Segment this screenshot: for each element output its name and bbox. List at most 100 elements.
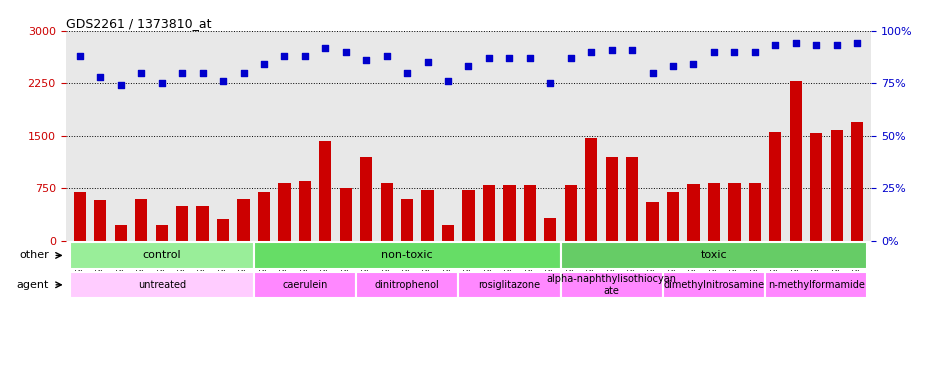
Text: toxic: toxic [700, 250, 726, 260]
Bar [727, 183, 739, 241]
Text: dinitrophenol: dinitrophenol [374, 280, 439, 290]
Bar [544, 218, 556, 241]
Bar [135, 199, 147, 241]
Text: caerulein: caerulein [282, 280, 328, 290]
Point [93, 74, 108, 80]
Point [706, 49, 721, 55]
Bar [666, 192, 679, 241]
Point [624, 46, 639, 53]
Text: rosiglitazone: rosiglitazone [478, 280, 540, 290]
Point [563, 55, 578, 61]
Bar [748, 183, 760, 241]
Point [297, 53, 312, 59]
Bar [339, 187, 352, 241]
Bar [197, 207, 209, 241]
Bar [625, 157, 637, 241]
FancyBboxPatch shape [458, 271, 560, 298]
Point [849, 40, 864, 46]
Bar [687, 184, 699, 241]
Bar [564, 185, 577, 241]
Point [747, 49, 762, 55]
Point [604, 46, 619, 53]
Text: control: control [142, 250, 181, 260]
Point [726, 49, 741, 55]
Bar [95, 200, 107, 241]
Point [787, 40, 802, 46]
Point [134, 70, 149, 76]
FancyBboxPatch shape [356, 271, 458, 298]
Point [215, 78, 230, 84]
Text: dimethylnitrosamine: dimethylnitrosamine [663, 280, 764, 290]
Bar [646, 202, 658, 241]
Bar [523, 185, 535, 241]
Bar [74, 192, 86, 241]
FancyBboxPatch shape [560, 271, 662, 298]
Text: agent: agent [17, 280, 50, 290]
Point [154, 80, 169, 86]
Text: GDS2261 / 1373810_at: GDS2261 / 1373810_at [66, 17, 211, 30]
Point [400, 70, 415, 76]
Bar [707, 183, 719, 241]
Point [195, 70, 210, 76]
Point [113, 82, 128, 88]
Point [338, 49, 353, 55]
Point [644, 70, 659, 76]
Bar [829, 130, 841, 241]
Bar [114, 225, 126, 241]
Point [440, 78, 455, 84]
Text: untreated: untreated [138, 280, 185, 290]
Point [317, 45, 332, 51]
Bar [442, 225, 454, 241]
Point [358, 57, 373, 63]
Bar [176, 207, 188, 241]
Bar [421, 190, 433, 241]
Bar [237, 199, 249, 241]
Bar [789, 81, 801, 241]
Point [277, 53, 292, 59]
Text: n-methylformamide: n-methylformamide [767, 280, 864, 290]
Point [828, 42, 843, 48]
Bar [584, 138, 597, 241]
Point [542, 80, 557, 86]
FancyBboxPatch shape [69, 271, 254, 298]
Text: alpha-naphthylisothiocyan
ate: alpha-naphthylisothiocyan ate [546, 274, 676, 296]
FancyBboxPatch shape [254, 242, 560, 269]
Point [521, 55, 536, 61]
FancyBboxPatch shape [560, 242, 867, 269]
Point [808, 42, 823, 48]
Bar [482, 185, 494, 241]
Bar [319, 141, 331, 241]
Point [419, 59, 434, 65]
Point [481, 55, 496, 61]
Point [174, 70, 189, 76]
Point [685, 61, 700, 68]
Point [502, 55, 517, 61]
FancyBboxPatch shape [764, 271, 867, 298]
FancyBboxPatch shape [254, 271, 356, 298]
Point [665, 63, 680, 70]
Bar [810, 133, 822, 241]
Point [583, 49, 598, 55]
Point [236, 70, 251, 76]
Point [72, 53, 87, 59]
Bar [299, 181, 311, 241]
Bar [217, 219, 229, 241]
FancyBboxPatch shape [662, 271, 764, 298]
Bar [155, 225, 168, 241]
Bar [359, 157, 372, 241]
Bar [380, 183, 392, 241]
Bar [850, 122, 862, 241]
Point [767, 42, 782, 48]
Bar [257, 192, 270, 241]
Bar [461, 190, 475, 241]
Text: non-toxic: non-toxic [381, 250, 432, 260]
Bar [503, 185, 515, 241]
Bar [278, 183, 290, 241]
Bar [401, 199, 413, 241]
Point [461, 63, 475, 70]
Point [379, 53, 394, 59]
FancyBboxPatch shape [69, 242, 254, 269]
Bar [605, 157, 617, 241]
Point [256, 61, 271, 68]
Text: other: other [20, 250, 50, 260]
